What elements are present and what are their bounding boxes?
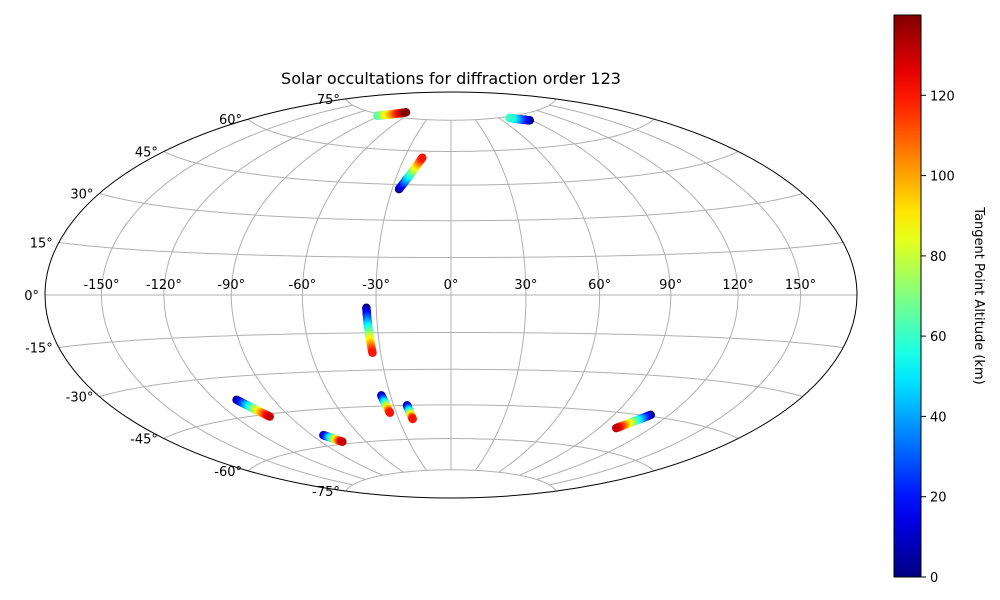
occultation-track	[377, 391, 395, 417]
longitude-tick-label: 30°	[514, 278, 537, 293]
parallel-line	[247, 118, 655, 152]
latitude-tick-label: -60°	[214, 465, 242, 480]
occultation-points	[232, 108, 656, 446]
parallel-line	[58, 241, 844, 259]
parallel-line	[345, 98, 557, 121]
data-point	[265, 412, 274, 421]
latitude-tick-label: -15°	[25, 342, 53, 357]
data-point	[385, 408, 395, 417]
colorbar: 0 20 40 60 80 100 120 Tangent Point Altitude (k…	[893, 14, 986, 586]
latitude-tick-label: 15°	[30, 237, 53, 252]
longitude-tick-label: 60°	[588, 278, 611, 293]
latitude-tick-label: 75°	[317, 93, 340, 108]
parallel-line	[99, 193, 803, 222]
occultation-track	[319, 430, 347, 446]
data-point	[338, 437, 347, 446]
map-grid	[45, 98, 857, 492]
longitude-tick-label: -90°	[217, 278, 245, 293]
map-boundary	[44, 91, 858, 499]
colorbar-tick-label: 80	[930, 250, 947, 265]
latitude-tick-label: -45°	[130, 433, 158, 448]
longitude-tick-label: 0°	[444, 278, 459, 293]
parallel-line	[163, 404, 739, 439]
occultation-track	[394, 153, 427, 194]
occultation-track	[402, 401, 417, 424]
colorbar-tick-label: 60	[930, 330, 947, 345]
data-point	[611, 423, 621, 433]
map-outline	[44, 91, 858, 499]
parallel-line	[247, 438, 655, 472]
colorbar-label: Tangent Point Altitude (km)	[971, 206, 986, 384]
longitude-tick-label: -60°	[289, 278, 317, 293]
latitude-tick-labels: 75° 60° 45° 30° 15° 0° -15° -30° -45° -60° -75°	[24, 93, 340, 500]
chart-title: Solar occultations for diffraction order…	[281, 69, 621, 88]
data-point	[418, 153, 427, 162]
colorbar-tick-label: 100	[930, 170, 955, 185]
occultation-track	[505, 113, 535, 125]
latitude-tick-label: 0°	[24, 289, 39, 304]
longitude-tick-label: -120°	[146, 278, 182, 293]
latitude-tick-label: 60°	[219, 113, 242, 128]
latitude-tick-label: -30°	[66, 391, 94, 406]
longitude-tick-label: 120°	[722, 278, 753, 293]
parallel-line	[58, 331, 844, 349]
occultation-track	[232, 395, 274, 421]
data-point	[408, 414, 417, 424]
longitude-tick-label: -150°	[83, 278, 119, 293]
latitude-tick-label: 30°	[70, 188, 93, 203]
occultation-track	[373, 108, 411, 120]
colorbar-scale	[893, 14, 922, 578]
occultation-track	[611, 410, 656, 433]
data-point	[368, 348, 377, 358]
occultation-track	[362, 303, 377, 358]
data-point	[505, 113, 514, 123]
longitude-tick-labels: -150° -120° -90° -60° -30° 0° 30° 60° 90° 120° 150…	[83, 278, 816, 293]
longitude-tick-label: 90°	[659, 278, 682, 293]
longitude-tick-label: 150°	[785, 278, 816, 293]
longitude-tick-label: -30°	[362, 278, 390, 293]
parallel-line	[345, 469, 557, 492]
colorbar-tick-label: 20	[930, 491, 947, 506]
latitude-tick-label: -75°	[312, 485, 340, 500]
colorbar-tick-label: 0	[930, 571, 938, 586]
data-point	[401, 108, 411, 117]
colorbar-tick-label: 120	[930, 89, 955, 104]
parallel-line	[163, 151, 739, 186]
colorbar-tick-label: 40	[930, 410, 947, 425]
latitude-tick-label: 45°	[135, 146, 158, 161]
parallel-line	[99, 368, 803, 397]
